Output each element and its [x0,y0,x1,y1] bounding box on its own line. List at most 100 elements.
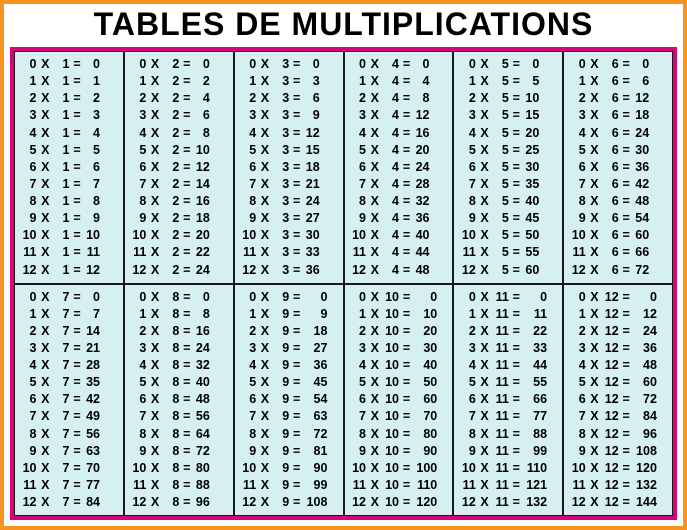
table-row: 5X 4=20 [351,142,447,159]
table-row: 5X12= 60 [570,374,666,391]
table-row: 6X 1= 6 [21,159,117,176]
table-row: 11X 9= 99 [241,477,337,494]
table-row: 12X 2=24 [131,262,227,279]
table-row: 9X 6=54 [570,210,666,227]
table-row: 1X 9= 9 [241,306,337,323]
table-row: 6X 8=48 [131,391,227,408]
table-row: 9X 9= 81 [241,443,337,460]
table-row: 11X 5=55 [460,244,556,261]
table-row: 4X 8=32 [131,357,227,374]
table-row: 11X11=121 [460,477,556,494]
table-row: 7X12= 84 [570,408,666,425]
table-row: 8X 1= 8 [21,193,117,210]
table-row: 6X 3=18 [241,159,337,176]
table-row: 10X 7=70 [21,460,117,477]
table-row: 10X 5=50 [460,227,556,244]
table-row: 10X 8=80 [131,460,227,477]
table-row: 11X 6=66 [570,244,666,261]
table-row: 5X 9= 45 [241,374,337,391]
table-cell-6: 0X 6= 0 1X 6= 6 2X 6=12 3X 6=18 4X 6=24 … [563,51,673,284]
table-row: 1X12= 12 [570,306,666,323]
table-row: 9X10= 90 [351,443,447,460]
table-row: 7X 8=56 [131,408,227,425]
table-row: 5X 3=15 [241,142,337,159]
table-row: 0X 3= 0 [241,56,337,73]
table-row: 0X 5= 0 [460,56,556,73]
table-row: 12X 7=84 [21,494,117,511]
table-row: 8X 6=48 [570,193,666,210]
table-row: 5X 1= 5 [21,142,117,159]
table-row: 9X12=108 [570,443,666,460]
table-row: 0X 6= 0 [570,56,666,73]
table-row: 9X 2=18 [131,210,227,227]
table-row: 9X 8=72 [131,443,227,460]
table-row: 8X 4=32 [351,193,447,210]
table-row: 5X11= 55 [460,374,556,391]
table-row: 7X11= 77 [460,408,556,425]
table-row: 10X 3=30 [241,227,337,244]
table-row: 2X 4= 8 [351,90,447,107]
table-row: 6X 5=30 [460,159,556,176]
table-row: 0X11= 0 [460,289,556,306]
table-row: 5X 6=30 [570,142,666,159]
table-row: 8X11= 88 [460,426,556,443]
table-row: 11X 7=77 [21,477,117,494]
table-row: 6X 9= 54 [241,391,337,408]
table-row: 1X 5= 5 [460,73,556,90]
table-cell-3: 0X 3= 0 1X 3= 3 2X 3= 6 3X 3= 9 4X 3=12 … [234,51,344,284]
table-row: 4X 9= 36 [241,357,337,374]
table-row: 12X 3=36 [241,262,337,279]
table-row: 1X 4= 4 [351,73,447,90]
table-row: 6X11= 66 [460,391,556,408]
table-row: 7X10= 70 [351,408,447,425]
table-row: 6X12= 72 [570,391,666,408]
table-row: 3X 1= 3 [21,107,117,124]
tables-grid: 0X 1= 0 1X 1= 1 2X 1= 2 3X 1= 3 4X 1= 4 … [10,47,677,520]
table-row: 3X 7=21 [21,340,117,357]
table-cell-10: 0X10= 0 1X10= 10 2X10= 20 3X10= 30 4X10=… [344,284,454,517]
table-row: 2X 2= 4 [131,90,227,107]
table-cell-11: 0X11= 0 1X11= 11 2X11= 22 3X11= 33 4X11=… [453,284,563,517]
table-row: 0X 4= 0 [351,56,447,73]
table-row: 11X12=132 [570,477,666,494]
table-row: 12X 8=96 [131,494,227,511]
table-row: 1X10= 10 [351,306,447,323]
table-row: 10X 2=20 [131,227,227,244]
table-row: 12X 6=72 [570,262,666,279]
table-row: 9X 4=36 [351,210,447,227]
table-row: 9X 7=63 [21,443,117,460]
table-cell-8: 0X 8= 0 1X 8= 8 2X 8=16 3X 8=24 4X 8=32 … [124,284,234,517]
table-row: 12X 5=60 [460,262,556,279]
table-row: 3X 8=24 [131,340,227,357]
table-row: 7X 7=49 [21,408,117,425]
table-row: 10X11=110 [460,460,556,477]
page-title: TABLES DE MULTIPLICATIONS [4,4,683,47]
table-row: 3X 5=15 [460,107,556,124]
table-row: 7X 4=28 [351,176,447,193]
table-row: 4X12= 48 [570,357,666,374]
table-row: 6X 4=24 [351,159,447,176]
table-row: 4X 7=28 [21,357,117,374]
table-row: 11X 1=11 [21,244,117,261]
table-row: 11X 4=44 [351,244,447,261]
table-cell-12: 0X12= 0 1X12= 12 2X12= 24 3X12= 36 4X12=… [563,284,673,517]
table-row: 12X11=132 [460,494,556,511]
table-row: 1X 7= 7 [21,306,117,323]
table-cell-9: 0X 9= 0 1X 9= 9 2X 9= 18 3X 9= 27 4X 9= … [234,284,344,517]
table-row: 2X 9= 18 [241,323,337,340]
table-row: 4X 6=24 [570,125,666,142]
table-row: 0X10= 0 [351,289,447,306]
table-row: 10X 6=60 [570,227,666,244]
table-row: 10X 1=10 [21,227,117,244]
table-row: 0X 7= 0 [21,289,117,306]
table-cell-7: 0X 7= 0 1X 7= 7 2X 7=14 3X 7=21 4X 7=28 … [14,284,124,517]
table-row: 12X 4=48 [351,262,447,279]
table-row: 7X 2=14 [131,176,227,193]
table-row: 2X 7=14 [21,323,117,340]
table-row: 1X 3= 3 [241,73,337,90]
table-row: 9X 3=27 [241,210,337,227]
table-row: 12X 9=108 [241,494,337,511]
table-row: 9X 1= 9 [21,210,117,227]
table-row: 1X 2= 2 [131,73,227,90]
table-row: 8X 9= 72 [241,426,337,443]
